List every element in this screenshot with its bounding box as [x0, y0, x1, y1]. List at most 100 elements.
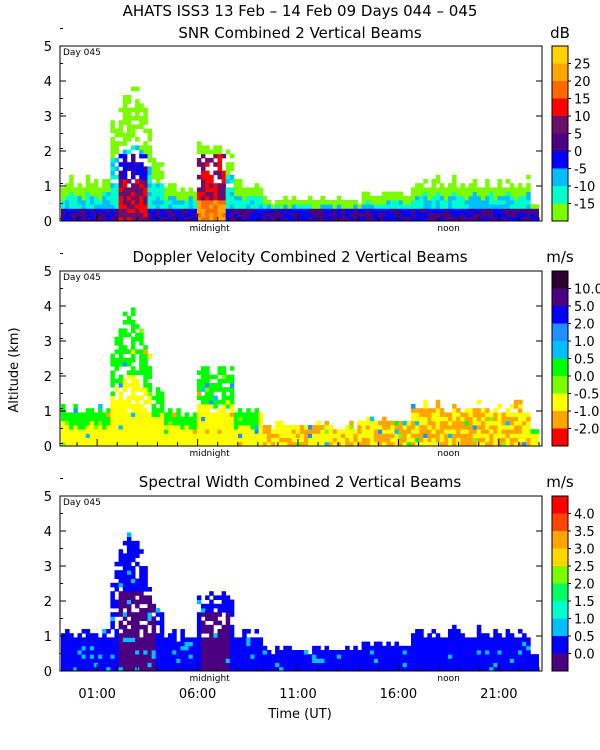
- heatmap-cell: [456, 200, 461, 205]
- heatmap-cell: [406, 195, 412, 201]
- heatmap-cell: [131, 578, 136, 584]
- heatmap-cell: [246, 662, 251, 668]
- heatmap-cell: [73, 425, 78, 430]
- heatmap-cell: [509, 195, 515, 201]
- heatmap-cell: [217, 195, 222, 201]
- heatmap-cell: [118, 107, 124, 113]
- heatmap-cell: [353, 654, 358, 659]
- heatmap-cell: [489, 412, 494, 417]
- heatmap-cell: [221, 412, 227, 417]
- heatmap-cell: [61, 437, 66, 443]
- heatmap-cell: [303, 666, 309, 672]
- heatmap-cell: [493, 633, 498, 638]
- heatmap-cell: [427, 441, 432, 447]
- heatmap-cell: [423, 408, 428, 413]
- heatmap-cell: [135, 124, 140, 129]
- heatmap-cell: [118, 200, 124, 205]
- heatmap-cell: [69, 187, 74, 192]
- heatmap-cell: [184, 216, 189, 222]
- colorbar-tick-label: 2.0: [574, 318, 595, 333]
- heatmap-cell: [493, 200, 498, 205]
- heatmap-cell: [102, 216, 107, 222]
- heatmap-cell: [357, 216, 362, 222]
- heatmap-cell: [382, 416, 387, 422]
- heatmap-cell: [283, 650, 288, 655]
- heatmap-cell: [81, 662, 87, 668]
- heatmap-cell: [209, 387, 214, 392]
- heatmap-cell: [221, 387, 227, 392]
- heatmap-cell: [534, 658, 539, 663]
- heatmap-cell: [439, 212, 445, 218]
- heatmap-cell: [328, 208, 334, 213]
- heatmap-cell: [308, 437, 313, 443]
- heatmap-cell: [139, 107, 144, 113]
- heatmap-cell: [439, 437, 445, 443]
- heatmap-cell: [188, 662, 194, 668]
- heatmap-cell: [406, 420, 412, 426]
- heatmap-cell: [221, 637, 227, 642]
- heatmap-cell: [464, 666, 469, 672]
- heatmap-cell: [172, 633, 177, 638]
- heatmap-cell: [159, 216, 165, 222]
- heatmap-cell: [131, 666, 136, 672]
- heatmap-cell: [118, 362, 124, 367]
- heatmap-cell: [73, 650, 78, 655]
- heatmap-cell: [390, 216, 395, 222]
- heatmap-cell: [233, 179, 239, 184]
- x-tick-label: 21:00: [480, 687, 517, 702]
- heatmap-cell: [534, 212, 539, 218]
- heatmap-cell: [452, 629, 457, 634]
- heatmap-cell: [472, 187, 478, 192]
- heatmap-cell: [431, 183, 436, 188]
- heatmap-cell: [415, 212, 420, 218]
- heatmap-cell: [143, 616, 148, 621]
- heatmap-cell: [476, 645, 482, 651]
- heatmap-cell: [180, 191, 185, 197]
- heatmap-cell: [246, 412, 251, 417]
- heatmap-cell: [126, 332, 132, 338]
- heatmap-cell: [131, 166, 136, 171]
- heatmap-cell: [406, 437, 412, 443]
- heatmap-cell: [65, 633, 70, 638]
- heatmap-cell: [435, 425, 441, 430]
- heatmap-cell: [143, 187, 148, 192]
- heatmap-cell: [176, 191, 181, 197]
- heatmap-cell: [126, 357, 132, 363]
- heatmap-cell: [188, 645, 194, 651]
- heatmap-cell: [513, 187, 519, 192]
- heatmap-cell: [283, 216, 288, 222]
- heatmap-cell: [147, 153, 152, 159]
- heatmap-cell: [77, 662, 82, 668]
- heatmap-cell: [246, 420, 251, 426]
- heatmap-cell: [172, 212, 177, 218]
- heatmap-cell: [258, 662, 264, 668]
- heatmap-cell: [221, 404, 227, 409]
- heatmap-cell: [131, 183, 136, 188]
- heatmap-cell: [378, 437, 383, 443]
- heatmap-cell: [159, 429, 165, 434]
- heatmap-cell: [275, 650, 280, 655]
- heatmap-cell: [357, 666, 362, 672]
- heatmap-cell: [423, 658, 428, 663]
- heatmap-cell: [287, 425, 292, 430]
- y-tick-label: 4: [44, 75, 52, 90]
- heatmap-cell: [126, 429, 132, 434]
- heatmap-cell: [452, 666, 457, 672]
- heatmap-cell: [303, 433, 309, 438]
- heatmap-cell: [439, 645, 445, 651]
- heatmap-cell: [172, 425, 177, 430]
- heatmap-cell: [365, 654, 371, 659]
- heatmap-cell: [238, 183, 243, 188]
- heatmap-cell: [411, 433, 416, 438]
- heatmap-cell: [489, 195, 494, 201]
- heatmap-cell: [172, 641, 177, 647]
- heatmap-cell: [271, 662, 276, 668]
- heatmap-cell: [61, 216, 66, 222]
- heatmap-cell: [489, 441, 494, 447]
- heatmap-cell: [390, 212, 395, 218]
- heatmap-cell: [394, 420, 399, 426]
- heatmap-cell: [110, 170, 115, 176]
- heatmap-cell: [73, 654, 78, 659]
- heatmap-cell: [192, 662, 198, 668]
- heatmap-cell: [131, 620, 136, 626]
